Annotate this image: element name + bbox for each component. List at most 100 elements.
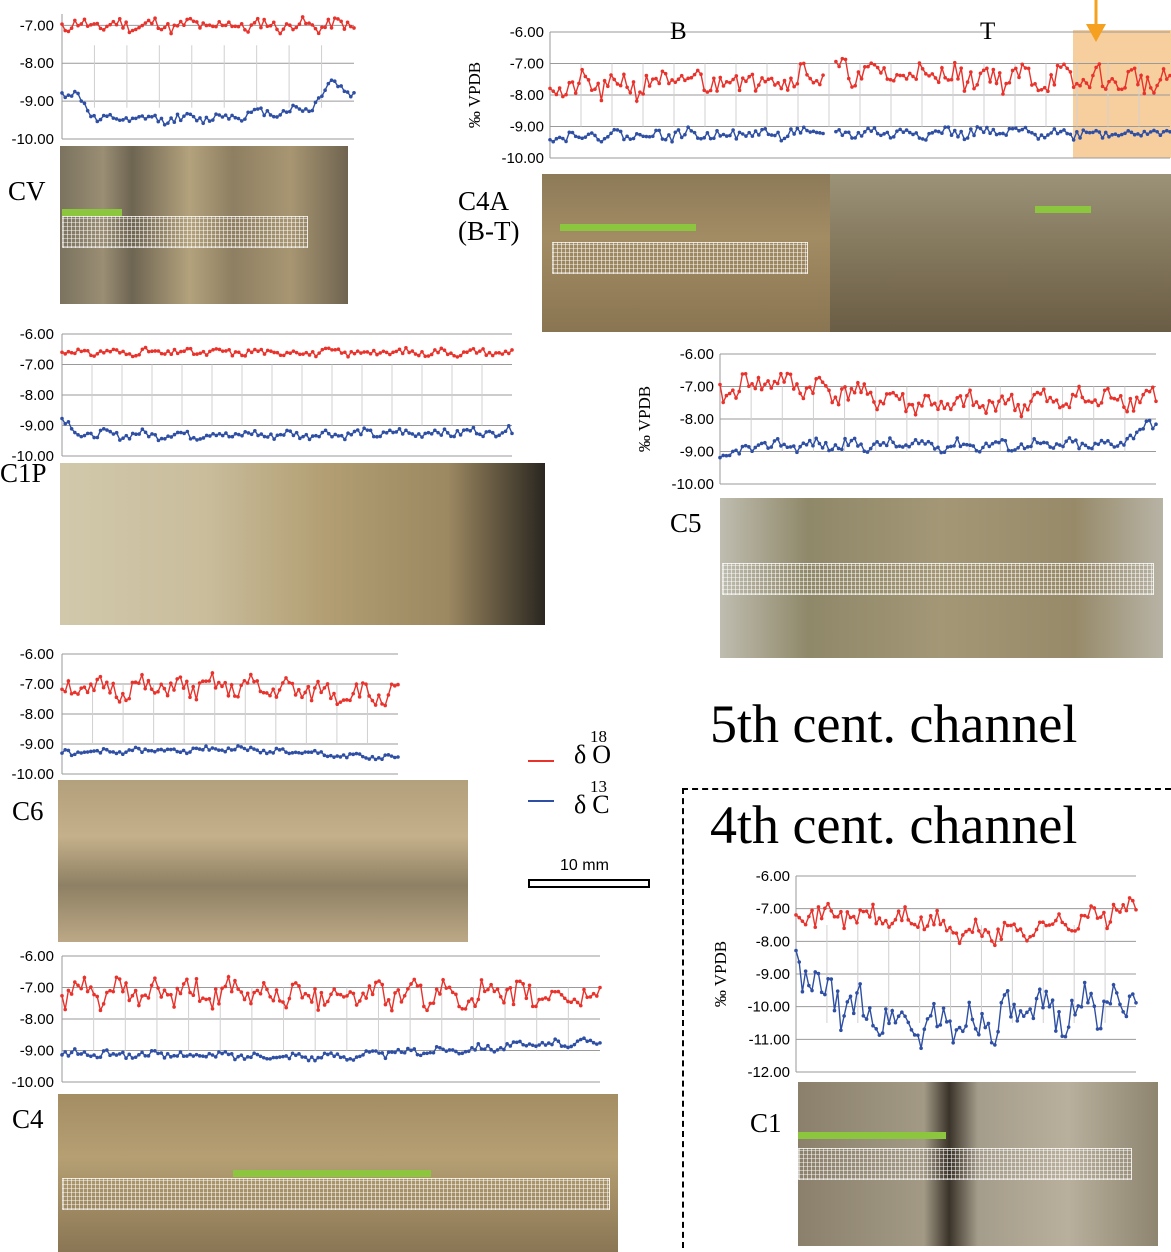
data-point [846, 76, 851, 81]
data-point [938, 1023, 943, 1027]
data-point [150, 21, 154, 26]
data-point [878, 443, 883, 447]
data-point [1020, 62, 1025, 67]
data-point [846, 443, 851, 448]
data-point [320, 94, 324, 98]
data-point [1029, 444, 1033, 449]
data-point [807, 385, 812, 389]
data-point [540, 997, 545, 1001]
data-point [922, 927, 927, 932]
data-point [497, 350, 501, 355]
data-point [447, 985, 452, 990]
data-point [217, 347, 222, 352]
data-point [1118, 394, 1123, 398]
data-point [370, 1049, 375, 1053]
data-point [880, 921, 885, 926]
data-point [274, 1055, 279, 1060]
data-point [98, 1055, 103, 1059]
data-point [79, 349, 84, 354]
data-point [284, 1005, 288, 1010]
data-point [298, 436, 302, 441]
data-point [297, 750, 301, 755]
data-point [185, 111, 189, 116]
data-point [932, 447, 937, 451]
data-point [181, 748, 186, 753]
data-point [182, 349, 186, 354]
data-point [60, 1053, 64, 1057]
data-point [240, 433, 244, 438]
series-line [795, 950, 1137, 1049]
data-point [875, 407, 879, 412]
data-point [79, 434, 84, 439]
data-point [197, 681, 202, 685]
data-point [1039, 87, 1044, 92]
data-point [1079, 913, 1084, 918]
data-point [654, 76, 658, 81]
data-point [246, 110, 250, 115]
data-point [66, 93, 71, 97]
data-point [900, 918, 904, 923]
data-point [1022, 403, 1027, 407]
data-point [63, 95, 68, 100]
data-point [245, 681, 250, 685]
data-point [95, 435, 100, 440]
data-point [1049, 73, 1053, 77]
data-point [342, 1055, 346, 1059]
data-point [1124, 908, 1129, 913]
data-point [108, 1053, 112, 1058]
data-point [214, 112, 218, 116]
data-point [259, 25, 263, 30]
data-point [82, 750, 87, 754]
data-point [335, 754, 340, 758]
data-point [1031, 1016, 1036, 1021]
data-point [618, 129, 623, 134]
data-point [760, 127, 764, 132]
data-point [1041, 440, 1046, 445]
data-point [872, 400, 876, 404]
data-point [823, 906, 827, 911]
data-point [798, 131, 803, 135]
data-point [194, 20, 199, 24]
data-point [1084, 81, 1089, 85]
data-point [82, 348, 87, 353]
data-point [785, 445, 790, 450]
data-point [849, 386, 854, 391]
data-point [882, 66, 886, 70]
data-point [313, 748, 317, 753]
data-point [840, 387, 844, 391]
data-point [316, 1055, 320, 1060]
data-point [972, 133, 976, 138]
data-point [233, 978, 237, 983]
data-point [1028, 1007, 1032, 1011]
data-point [928, 1014, 933, 1018]
data-point [60, 993, 64, 998]
data-point [329, 753, 333, 758]
data-point [910, 402, 915, 407]
data-point [117, 977, 122, 981]
data-point [365, 428, 370, 432]
data-point [236, 1054, 240, 1059]
data-point [304, 350, 309, 355]
data-point [585, 1039, 589, 1044]
data-point [1035, 440, 1040, 445]
data-point [245, 748, 250, 753]
data-point [348, 94, 353, 99]
data-point [127, 352, 132, 356]
data-point [332, 1054, 337, 1059]
data-point [127, 436, 132, 441]
data-point [1066, 1025, 1071, 1029]
data-point [85, 24, 90, 28]
data-point [1114, 908, 1119, 912]
data-point [1086, 915, 1090, 919]
data-point [140, 114, 145, 118]
data-point [1015, 928, 1020, 933]
data-point [220, 23, 225, 28]
y-tick-label: -7.00 [680, 379, 714, 396]
data-point [394, 430, 399, 434]
data-point [1115, 444, 1120, 448]
data-point [207, 23, 212, 27]
data-point [1044, 989, 1048, 994]
data-point [907, 402, 911, 407]
data-point [1086, 446, 1091, 450]
data-point [307, 109, 311, 114]
